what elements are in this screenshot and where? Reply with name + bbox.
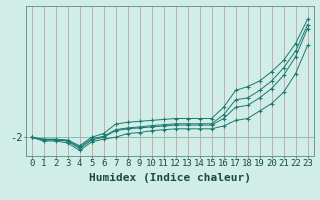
X-axis label: Humidex (Indice chaleur): Humidex (Indice chaleur) bbox=[89, 173, 251, 183]
